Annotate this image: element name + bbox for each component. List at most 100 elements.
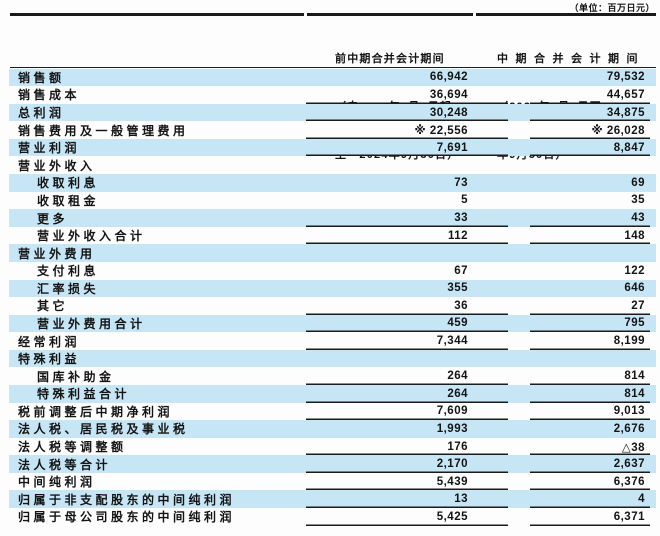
prior-period-value: 36,694 xyxy=(306,86,508,104)
current-period-value: 646 xyxy=(624,282,645,295)
table-row: 税前调整后中期净利润 7,609 9,013 xyxy=(9,403,656,421)
table-row: 经常利润 7,344 8,199 xyxy=(9,332,656,350)
column-gap xyxy=(508,209,530,227)
row-label: 中间纯利润 xyxy=(18,475,96,490)
row-right-pad xyxy=(650,280,656,298)
row-right-pad xyxy=(650,332,656,350)
table-row: 支付利息 67 122 xyxy=(9,262,656,280)
table-section-row: 营业外收入 xyxy=(9,156,656,174)
column-gap xyxy=(508,385,530,403)
table-row: 销售成本 36,694 44,657 xyxy=(9,86,656,104)
row-label: 法人税等合计 xyxy=(18,457,112,472)
table-row: 营业外收入合计 112 148 xyxy=(9,227,656,245)
prior-period-value xyxy=(306,350,508,368)
row-label: 法人税、居民税及事业税 xyxy=(18,422,189,437)
row-right-pad xyxy=(650,69,656,87)
row-label: 特殊利益合计 xyxy=(37,387,131,402)
prior-period-value: 1,993 xyxy=(436,422,468,435)
table-section-row: 营业外费用 xyxy=(9,244,656,262)
table-row: 销售额 66,942 79,532 xyxy=(9,68,656,87)
prior-period-value: 7,691 xyxy=(306,139,508,157)
current-period-value: 814 xyxy=(530,385,650,403)
row-right-pad xyxy=(650,508,656,526)
row-right-pad xyxy=(650,227,656,245)
current-period-value: 6,376 xyxy=(530,473,650,491)
top-rule-segment xyxy=(476,13,656,16)
row-label: 营业外费用 xyxy=(18,246,96,261)
row-label: 营业外费用合计 xyxy=(37,316,146,331)
prior-period-value: 5,425 xyxy=(306,508,508,526)
row-label: 收取租金 xyxy=(37,193,100,208)
row-right-pad xyxy=(650,139,656,157)
table-row: 国库补助金 264 814 xyxy=(9,367,656,385)
table-row: 特殊利益合计 264 814 xyxy=(9,385,656,403)
top-rule-segment xyxy=(307,13,473,16)
current-period-value: 43 xyxy=(530,209,650,227)
row-label: 销售费用及一般管理费用 xyxy=(18,123,189,138)
column-gap xyxy=(508,104,530,122)
row-right-pad xyxy=(650,473,656,491)
current-period-value: 2,637 xyxy=(530,455,650,473)
current-period-value: 814 xyxy=(530,367,650,385)
row-label: 销售成本 xyxy=(18,88,81,103)
prior-period-value: 355 xyxy=(447,282,468,295)
row-label: 特殊利益 xyxy=(18,352,81,367)
row-right-pad xyxy=(650,315,656,333)
table-row: 其它 36 27 xyxy=(9,297,656,315)
row-label: 收取利息 xyxy=(37,176,100,191)
column-gap xyxy=(508,297,530,315)
prior-period-value: 264 xyxy=(306,385,508,403)
row-label: 归属于非支配股东的中间纯利润 xyxy=(18,492,236,507)
prior-period-value xyxy=(306,244,508,262)
prior-period-value: 264 xyxy=(306,367,508,385)
prior-period-value: 13 xyxy=(306,490,508,508)
current-period-value: 8,847 xyxy=(530,139,650,157)
table-top-rule xyxy=(10,13,656,16)
table-row: 归属于非支配股东的中间纯利润 13 4 xyxy=(9,490,656,509)
prior-period-value: 7,344 xyxy=(306,332,508,350)
row-label: 销售额 xyxy=(18,70,65,85)
current-period-value xyxy=(530,156,650,174)
column-gap xyxy=(508,420,530,438)
current-period-value: 44,657 xyxy=(530,86,650,104)
column-gap xyxy=(508,69,530,87)
column-gap xyxy=(508,350,530,368)
current-period-value xyxy=(530,350,650,368)
prior-period-value: 459 xyxy=(306,315,508,333)
row-right-pad xyxy=(650,262,656,280)
prior-period-value: 7,609 xyxy=(306,403,508,421)
prior-period-value: 30,248 xyxy=(306,104,508,122)
row-label: 其它 xyxy=(37,299,69,314)
current-period-value: 4 xyxy=(530,490,650,508)
row-label: 营业利润 xyxy=(18,141,81,156)
current-period-value: 122 xyxy=(624,264,645,277)
prior-period-value: 112 xyxy=(306,227,508,245)
current-period-value: 8,199 xyxy=(530,332,650,350)
current-period-value: 2,676 xyxy=(613,422,645,435)
current-period-value: 35 xyxy=(631,194,645,207)
prior-period-value: 67 xyxy=(454,264,468,277)
row-label: 经常利润 xyxy=(18,334,81,349)
header-line: 前中期合并会计期间 xyxy=(335,53,445,65)
current-period-value: △38 xyxy=(530,438,650,456)
table-row: 更多 33 43 xyxy=(9,209,656,227)
prior-period-value: 33 xyxy=(306,209,508,227)
current-period-value: 69 xyxy=(631,176,645,189)
top-rule-segment xyxy=(10,13,304,16)
table-row: 营业利润 7,691 8,847 xyxy=(9,138,656,157)
prior-period-value xyxy=(306,156,508,174)
column-gap xyxy=(508,262,530,280)
row-right-pad xyxy=(650,244,656,262)
column-gap xyxy=(508,455,530,473)
current-period-value: 34,875 xyxy=(530,104,650,122)
row-right-pad xyxy=(650,350,656,368)
table-row: 归属于母公司股东的中间纯利润 5,425 6,371 xyxy=(9,508,656,526)
column-gap xyxy=(508,174,530,192)
row-label: 汇率损失 xyxy=(37,281,100,296)
column-gap xyxy=(508,403,530,421)
prior-period-value: 176 xyxy=(306,438,508,456)
row-label: 法人税等调整额 xyxy=(18,440,127,455)
row-right-pad xyxy=(650,297,656,315)
column-gap xyxy=(508,121,530,139)
row-right-pad xyxy=(650,209,656,227)
